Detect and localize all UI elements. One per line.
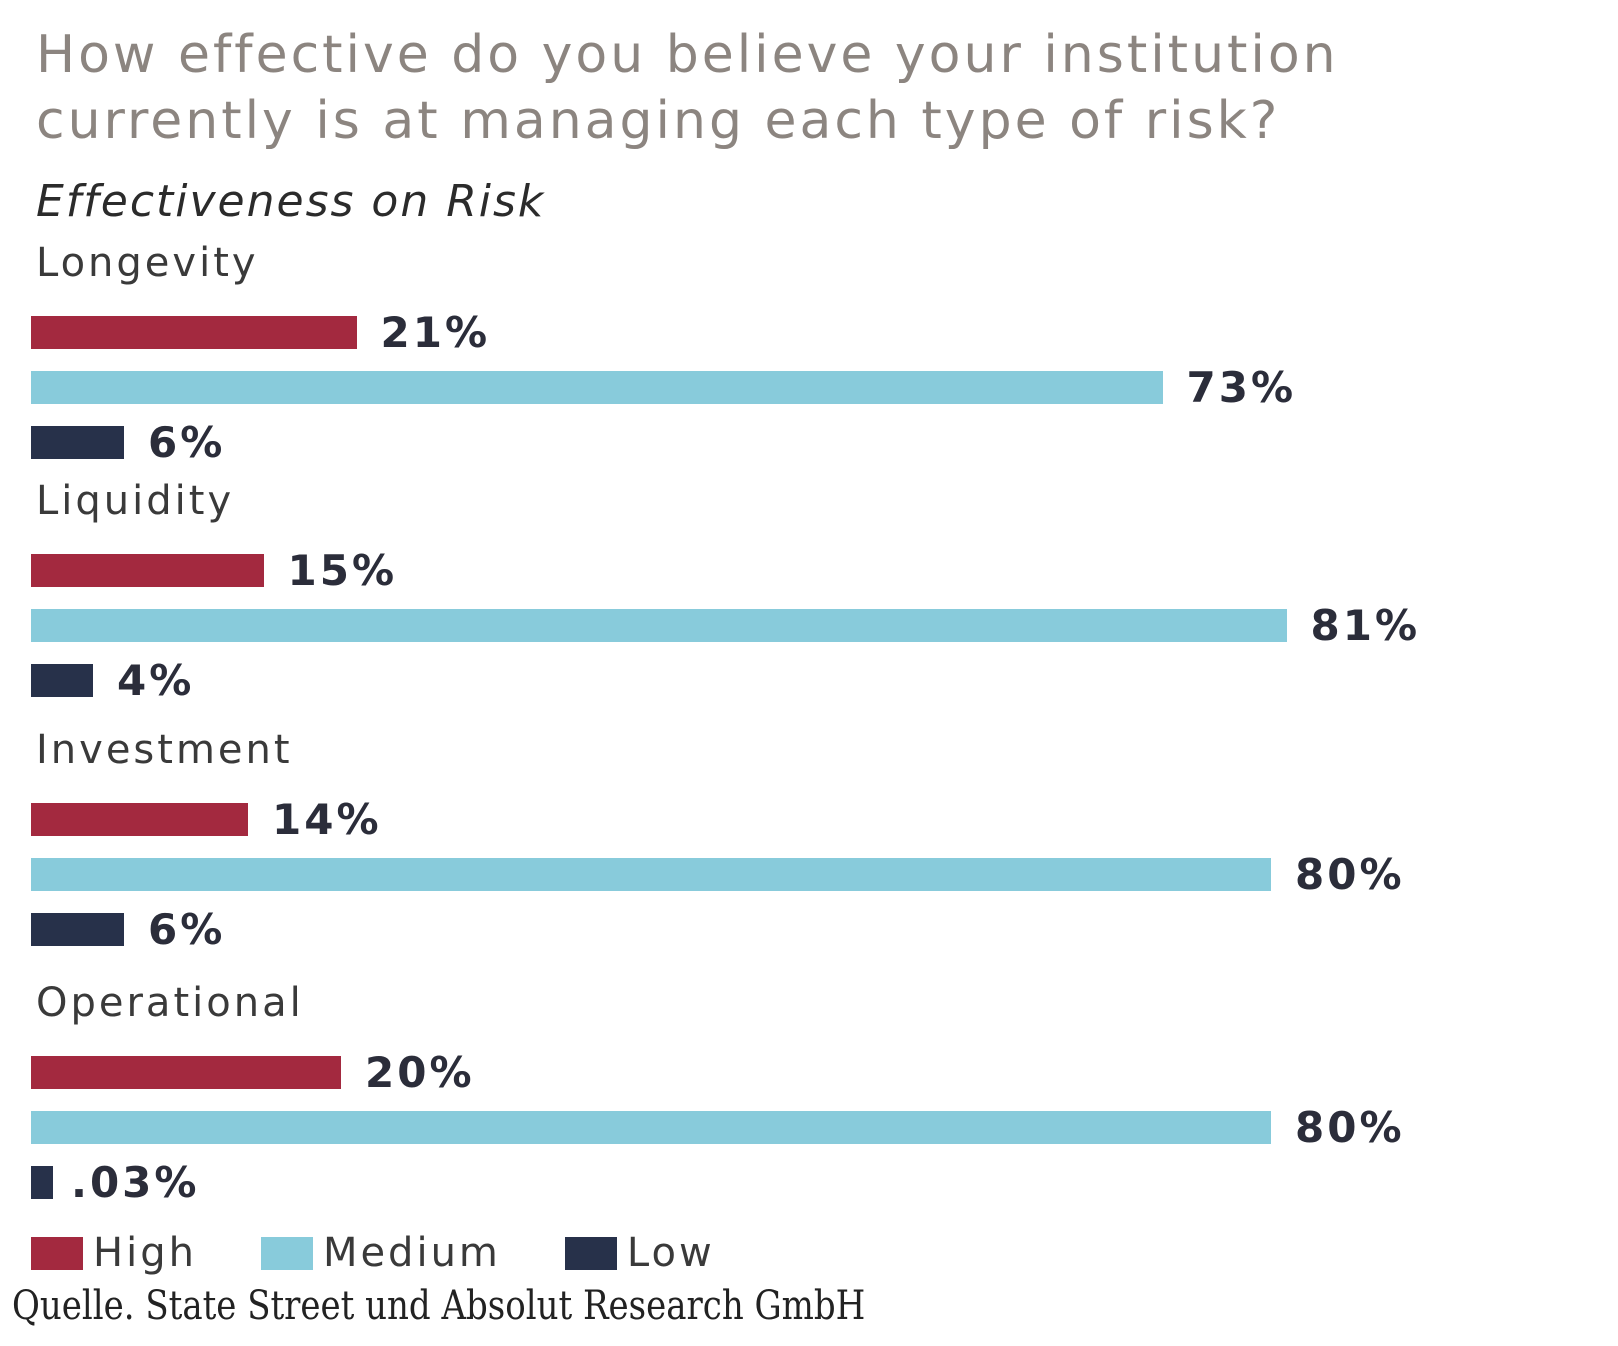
legend-item-medium: Medium [260,1230,501,1276]
bar-low [31,913,124,946]
value-label: 20% [365,1048,475,1097]
bar-high [31,554,264,587]
value-label: 6% [148,418,226,467]
bar-high [31,316,357,349]
bar-high [31,1056,341,1089]
value-label: 73% [1186,363,1297,412]
value-label: 80% [1295,1103,1405,1152]
legend: High Medium Low [31,1230,779,1276]
value-label: 14% [272,795,382,844]
legend-label: High [93,1230,197,1276]
value-label: 21% [380,308,491,357]
legend-label: Medium [322,1230,501,1276]
legend-item-high: High [31,1230,197,1276]
legend-item-low: Low [564,1230,715,1276]
bar-high [31,803,248,836]
value-label: 6% [148,905,226,954]
bar-low [31,426,124,459]
bar-medium [31,1111,1271,1144]
value-label: 4% [117,656,195,705]
value-label: .03% [71,1158,200,1207]
category-label: Longevity [36,240,259,286]
category-label: Investment [36,727,293,773]
bar-medium [31,609,1287,642]
legend-swatch [564,1236,617,1270]
bar-low [31,664,93,697]
legend-swatch [31,1236,83,1270]
bar-low [31,1166,53,1199]
category-label: Liquidity [36,478,235,524]
legend-swatch [260,1236,313,1270]
value-label: 80% [1295,850,1405,899]
bar-medium [31,858,1271,891]
chart-subtitle: Effectiveness on Risk [36,176,546,227]
chart-title: How effective do you believe your instit… [36,25,1339,151]
bar-medium [31,371,1163,404]
category-label: Operational [36,980,304,1026]
value-label: 15% [287,546,398,595]
source-note: Quelle. State Street und Absolut Researc… [12,1283,866,1329]
legend-label: Low [626,1230,715,1276]
value-label: 81% [1310,601,1421,650]
